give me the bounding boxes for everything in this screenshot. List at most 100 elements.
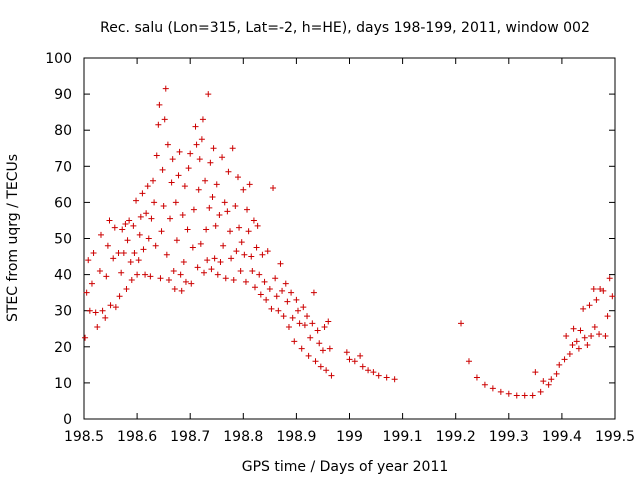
data-point	[277, 260, 284, 267]
data-point	[216, 212, 223, 219]
data-point	[256, 271, 263, 278]
data-point	[107, 302, 114, 309]
data-point	[151, 199, 158, 206]
data-point	[321, 323, 328, 330]
data-point	[604, 313, 611, 320]
y-tick-label: 60	[54, 195, 72, 211]
data-point	[505, 390, 512, 397]
data-point	[185, 165, 192, 172]
data-point	[211, 255, 218, 262]
data-point	[383, 374, 390, 381]
data-point	[351, 358, 358, 365]
data-point	[521, 392, 528, 399]
data-point	[248, 253, 255, 260]
data-point	[545, 381, 552, 388]
data-point	[391, 376, 398, 383]
x-tick-label: 198.9	[276, 429, 316, 445]
data-point	[257, 291, 264, 298]
data-point	[197, 240, 204, 247]
data-point	[161, 116, 168, 123]
data-point	[143, 210, 150, 217]
data-point	[236, 224, 243, 231]
data-point	[194, 264, 201, 271]
data-point	[317, 363, 324, 370]
data-point	[192, 123, 199, 130]
data-point	[586, 302, 593, 309]
data-point	[593, 296, 600, 303]
data-point	[90, 249, 97, 256]
data-point	[126, 217, 133, 224]
y-tick-label: 90	[54, 87, 72, 103]
data-point	[162, 85, 169, 92]
data-point	[96, 267, 103, 274]
data-point	[120, 249, 127, 256]
data-point	[177, 271, 184, 278]
data-point	[573, 338, 580, 345]
data-point	[204, 257, 211, 264]
data-point	[172, 199, 179, 206]
data-point	[359, 363, 366, 370]
data-point	[575, 345, 582, 352]
y-tick-label: 40	[54, 268, 72, 284]
data-point	[99, 307, 106, 314]
data-point	[157, 275, 164, 282]
data-point	[513, 392, 520, 399]
data-point	[305, 352, 312, 359]
data-point	[532, 369, 539, 376]
data-point	[600, 287, 607, 294]
chart-title: Rec. salu (Lon=315, Lat=-2, h=HE), days …	[100, 20, 590, 36]
data-point	[375, 372, 382, 379]
data-point	[106, 217, 113, 224]
data-point	[212, 222, 219, 229]
x-tick-label: 199	[336, 429, 363, 445]
data-point	[590, 286, 597, 293]
data-point	[165, 277, 172, 284]
data-point	[145, 235, 152, 242]
data-point	[263, 296, 270, 303]
data-point	[246, 181, 253, 188]
data-point	[222, 275, 229, 282]
data-point	[123, 286, 130, 293]
data-point	[294, 307, 301, 314]
data-point	[102, 314, 109, 321]
data-point	[304, 313, 311, 320]
data-point	[224, 208, 231, 215]
data-point	[164, 141, 171, 148]
data-point	[370, 369, 377, 376]
y-tick-label: 0	[63, 412, 72, 428]
data-point	[208, 266, 215, 273]
data-point	[156, 101, 163, 108]
data-point	[553, 370, 560, 377]
data-point	[83, 289, 90, 296]
axis-ticks: 198.5 198.6 198.7 198.8 198.9 199 199.1 199.2 19…	[45, 51, 635, 445]
data-point	[489, 385, 496, 392]
data-point	[135, 257, 142, 264]
data-point	[173, 237, 180, 244]
data-point	[175, 172, 182, 179]
data-point	[570, 325, 577, 332]
data-point	[233, 248, 240, 255]
data-point	[140, 246, 147, 253]
data-point	[110, 255, 117, 262]
data-point	[556, 361, 563, 368]
data-point	[213, 181, 220, 188]
data-point	[301, 322, 308, 329]
data-points	[82, 85, 616, 399]
x-tick-label: 199.2	[436, 429, 476, 445]
data-point	[238, 239, 245, 246]
data-point	[319, 347, 326, 354]
data-point	[181, 183, 188, 190]
data-point	[577, 327, 584, 334]
data-point	[199, 116, 206, 123]
data-point	[473, 374, 480, 381]
data-point	[230, 277, 237, 284]
data-point	[316, 340, 323, 347]
data-point	[179, 212, 186, 219]
data-point	[314, 327, 321, 334]
data-point	[170, 267, 177, 274]
data-point	[122, 221, 129, 228]
data-point	[131, 249, 138, 256]
data-point	[147, 273, 154, 280]
data-point	[273, 293, 280, 300]
